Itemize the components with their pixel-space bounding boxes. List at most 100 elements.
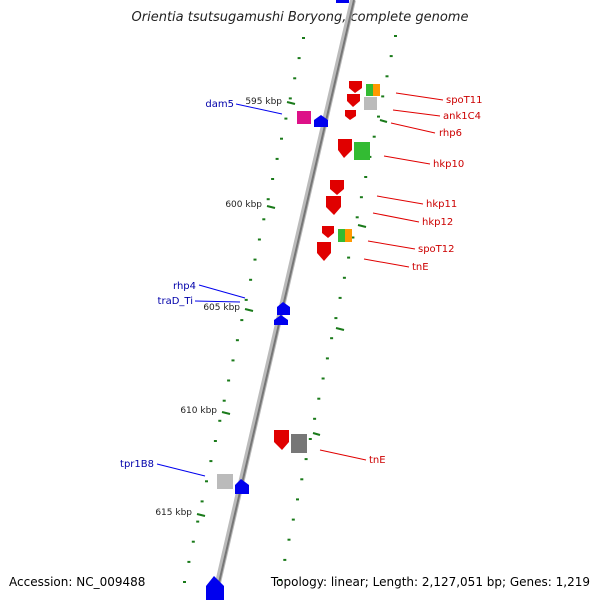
gene-label-hkp11[interactable]: hkp11 <box>426 199 457 210</box>
guide-dot <box>325 357 329 360</box>
guide-dot <box>209 460 213 463</box>
guide-dot <box>280 137 283 140</box>
feature-green-box-3[interactable] <box>338 229 345 242</box>
genome-title: Orientia tsutsugamushi Boryong, complete… <box>131 10 469 25</box>
feature-hkp12-arrow[interactable] <box>326 196 341 215</box>
guide-dot <box>275 157 279 160</box>
guide-dot <box>235 339 239 342</box>
guide-dot <box>222 399 226 402</box>
guide-dot <box>385 75 389 78</box>
feature-green-box-2[interactable] <box>354 142 370 160</box>
gene-label-tnE-2[interactable]: tnE <box>369 455 386 466</box>
guide-dot <box>389 55 393 58</box>
guide-dot <box>381 95 385 98</box>
feature-rhp4-arrow[interactable] <box>277 302 290 315</box>
guide-dot <box>213 440 217 442</box>
guide-dot <box>200 500 204 503</box>
guide-dot <box>296 498 299 501</box>
tick-label: 600 kbp <box>225 200 262 210</box>
guide-dot <box>338 296 342 299</box>
right-leader-lines <box>319 92 444 461</box>
guide-dot <box>284 117 288 120</box>
feature-tnE-arrow-2[interactable] <box>274 430 289 450</box>
feature-ank1C4-arrow[interactable] <box>347 94 360 107</box>
right-guide-marks <box>312 119 388 436</box>
guide-dot <box>291 518 295 521</box>
feature-hkp10-arrow[interactable] <box>338 139 352 158</box>
feature-tnE-arrow-1[interactable] <box>317 242 331 261</box>
guide-dot <box>288 97 292 100</box>
guide-dot <box>279 579 282 581</box>
guide-dot <box>304 458 308 461</box>
accession-text: Accession: NC_009488 <box>9 575 146 589</box>
guide-dot <box>377 115 380 118</box>
guide-dot <box>218 419 222 422</box>
feature-gray-box-5[interactable] <box>217 474 233 489</box>
guide-dot <box>359 196 363 199</box>
guide-dot <box>342 276 346 279</box>
guide-dot <box>321 377 325 380</box>
gene-label-rhp4[interactable]: rhp4 <box>173 281 196 292</box>
tick-label: 610 kbp <box>180 406 217 416</box>
guide-dot <box>283 558 287 561</box>
gene-label-rhp6[interactable]: rhp6 <box>439 128 462 139</box>
guide-dot <box>249 278 253 281</box>
tick-615: 615 kbp <box>155 508 206 518</box>
gene-label-hkp10[interactable]: hkp10 <box>433 159 464 170</box>
guide-dot <box>196 520 200 523</box>
feature-top-partial[interactable] <box>336 0 349 3</box>
gene-label-spoT12[interactable]: spoT12 <box>418 244 455 255</box>
tick-605: 605 kbp <box>203 303 254 313</box>
tick-label: 615 kbp <box>155 508 192 518</box>
left-leader-lines <box>156 103 283 477</box>
summary-text: Topology: linear; Length: 2,127,051 bp; … <box>270 575 590 589</box>
guide-dot <box>266 198 270 201</box>
guide-dot <box>257 238 261 241</box>
feature-gray-box-4[interactable] <box>291 434 307 453</box>
gene-label-hkp12[interactable]: hkp12 <box>422 217 453 228</box>
guide-dot <box>330 337 334 340</box>
feature-traD-arrow[interactable] <box>274 315 288 325</box>
feature-orange-box-3[interactable] <box>345 229 352 242</box>
gene-label-tnE-1[interactable]: tnE <box>412 262 429 273</box>
guide-dot <box>293 77 297 80</box>
tick-600: 600 kbp <box>225 200 276 210</box>
guide-dot <box>334 317 338 320</box>
guide-dot <box>244 298 248 301</box>
guide-dot <box>364 176 368 178</box>
guide-dot <box>300 478 304 481</box>
gene-label-spoT11[interactable]: spoT11 <box>446 95 483 106</box>
guide-dot <box>297 57 301 60</box>
guide-dot <box>355 216 359 219</box>
guide-dot <box>317 397 321 400</box>
tick-label: 595 kbp <box>245 97 282 107</box>
guide-dot <box>183 581 186 583</box>
feature-tpr1B8-arrow[interactable] <box>235 479 249 494</box>
guide-dot <box>205 480 208 483</box>
tick-610: 610 kbp <box>180 406 231 416</box>
outer-dotted-guide-right <box>279 35 397 581</box>
guide-dot <box>394 35 397 37</box>
guide-dot <box>262 218 266 221</box>
feature-magenta-box[interactable] <box>297 111 311 124</box>
feature-bottom-arrow[interactable] <box>206 576 224 600</box>
feature-rhp6-arrow[interactable] <box>345 110 356 120</box>
feature-orange-box-1[interactable] <box>373 84 380 96</box>
gene-label-dam5[interactable]: dam5 <box>205 99 234 110</box>
feature-dam5-arrow[interactable] <box>314 115 328 127</box>
outer-dotted-guide-left <box>183 37 305 583</box>
feature-gray-box-1[interactable] <box>364 97 377 110</box>
guide-dot <box>308 438 312 440</box>
gene-label-tpr1B8[interactable]: tpr1B8 <box>120 459 154 470</box>
guide-dot <box>372 135 376 138</box>
guide-dot <box>347 256 351 259</box>
guide-dot <box>287 538 291 541</box>
feature-spoT12-arrow[interactable] <box>322 226 334 238</box>
gene-label-traD_Ti[interactable]: traD_Ti <box>158 296 193 307</box>
feature-hkp11-arrow[interactable] <box>330 180 344 195</box>
feature-spoT11-arrow[interactable] <box>349 81 362 93</box>
gene-label-ank1C4[interactable]: ank1C4 <box>443 111 481 122</box>
feature-green-box-1[interactable] <box>366 84 373 96</box>
guide-dot <box>302 37 305 39</box>
